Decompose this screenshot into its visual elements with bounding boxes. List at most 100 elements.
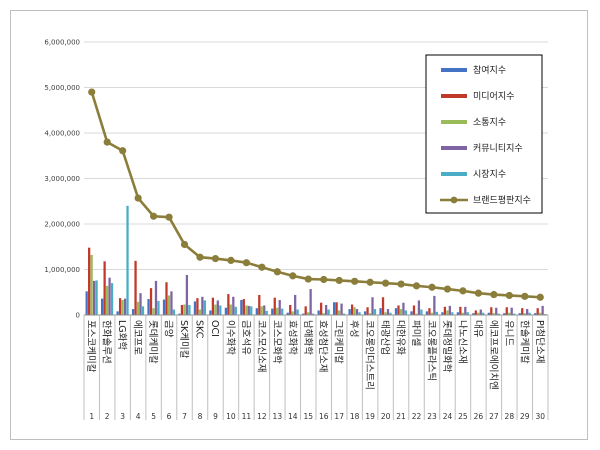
bar-시장지수 — [157, 300, 160, 315]
bar-참여지수 — [441, 312, 444, 315]
bar-소통지수 — [260, 306, 263, 315]
category-label: 코오롱인더스트리 — [364, 320, 375, 390]
bar-소통지수 — [245, 305, 248, 315]
bar-소통지수 — [214, 304, 217, 315]
bar-미디어지수 — [227, 294, 230, 315]
bar-참여지수 — [333, 302, 336, 315]
rank-label: 19 — [365, 412, 375, 421]
bar-소통지수 — [229, 304, 232, 315]
bar-커뮤니티지수 — [263, 305, 266, 315]
bar-시장지수 — [141, 306, 145, 315]
rank-label: 3 — [120, 412, 125, 421]
legend-box — [425, 54, 543, 214]
bar-시장지수 — [373, 309, 377, 315]
rank-label: 27 — [489, 412, 499, 421]
bar-미디어지수 — [521, 308, 524, 315]
bar-참여지수 — [101, 298, 104, 315]
bar-참여지수 — [472, 313, 475, 315]
bar-참여지수 — [487, 312, 490, 315]
bar-미디어지수 — [242, 299, 245, 315]
bar-참여지수 — [503, 313, 506, 315]
bar-미디어지수 — [505, 307, 508, 315]
bar-소통지수 — [492, 313, 495, 315]
bar-소통지수 — [276, 307, 279, 315]
line-point — [490, 290, 498, 299]
rank-label: 22 — [412, 412, 422, 421]
y-tick-label: 1,000,000 — [44, 266, 80, 274]
line-point — [134, 194, 142, 202]
bar-시장지수 — [250, 306, 253, 315]
bar-참여지수 — [147, 299, 150, 315]
bar-커뮤니티지수 — [433, 295, 436, 315]
legend-swatch — [441, 68, 467, 72]
bar-커뮤니티지수 — [448, 305, 451, 315]
bar-미디어지수 — [258, 294, 261, 315]
line-point — [88, 88, 96, 96]
bar-참여지수 — [162, 299, 166, 315]
category-label: 유니드 — [503, 320, 514, 346]
rank-label: 6 — [167, 412, 172, 421]
bar-커뮤니티지수 — [402, 302, 405, 315]
bar-시장지수 — [110, 283, 114, 315]
bar-참여지수 — [456, 312, 460, 315]
bar-소통지수 — [508, 312, 511, 315]
bar-시장지수 — [95, 280, 98, 315]
legend-label: 브랜드평판지수 — [473, 195, 531, 206]
category-label: SK케미칼 — [178, 320, 189, 359]
legend-label: 미디어지수 — [473, 91, 514, 102]
rank-label: 4 — [136, 412, 141, 421]
category-label: 남해화학 — [302, 320, 314, 355]
bar-참여지수 — [302, 313, 305, 315]
line-point — [211, 254, 220, 263]
bar-소통지수 — [415, 313, 418, 315]
bar-커뮤니티지수 — [139, 293, 142, 315]
bar-시장지수 — [528, 312, 531, 315]
category-label: 코스모신소재 — [255, 320, 266, 372]
bar-커뮤니티지수 — [154, 280, 158, 315]
bar-미디어지수 — [366, 307, 369, 315]
legend-swatch — [441, 172, 467, 176]
line-point — [505, 291, 513, 300]
bar-참여지수 — [379, 308, 382, 315]
bar-소통지수 — [322, 313, 325, 315]
rank-label: 28 — [505, 412, 515, 421]
line-point — [258, 263, 266, 271]
bar-커뮤니티지수 — [386, 309, 390, 315]
line-point — [273, 268, 281, 276]
rank-label: 11 — [242, 412, 252, 421]
line-point — [289, 272, 297, 280]
bar-커뮤니티지수 — [526, 309, 529, 315]
bar-참여지수 — [410, 311, 413, 315]
category-label: 대한유화 — [395, 320, 406, 355]
rank-label: 9 — [213, 412, 218, 421]
bar-시장지수 — [265, 310, 268, 315]
category-label: 에코프로에이치엔 — [487, 320, 499, 390]
bar-소통지수 — [136, 301, 140, 315]
rank-label: 23 — [427, 412, 437, 421]
bar-소통지수 — [523, 313, 526, 315]
bar-미디어지수 — [335, 302, 338, 315]
line-point — [335, 276, 343, 285]
legend-label: 시장지수 — [473, 169, 506, 180]
line-point — [459, 287, 467, 295]
bar-미디어지수 — [459, 306, 462, 315]
bar-참여지수 — [116, 311, 119, 315]
bar-미디어지수 — [196, 298, 199, 315]
bar-소통지수 — [353, 307, 356, 315]
category-label: 포스코케미칼 — [85, 320, 96, 373]
category-label: SKC — [194, 320, 205, 339]
bar-참여지수 — [286, 312, 289, 315]
bar-미디어지수 — [165, 282, 168, 315]
bar-참여지수 — [518, 313, 521, 315]
bar-시장지수 — [327, 309, 330, 315]
rank-label: 1 — [89, 412, 94, 421]
bar-시장지수 — [342, 313, 346, 315]
bar-커뮤니티지수 — [185, 274, 189, 315]
bar-소통지수 — [105, 285, 109, 315]
line-point — [536, 293, 544, 301]
bar-커뮤니티지수 — [417, 300, 421, 315]
bar-시장지수 — [435, 311, 438, 315]
bar-소통지수 — [446, 310, 449, 315]
